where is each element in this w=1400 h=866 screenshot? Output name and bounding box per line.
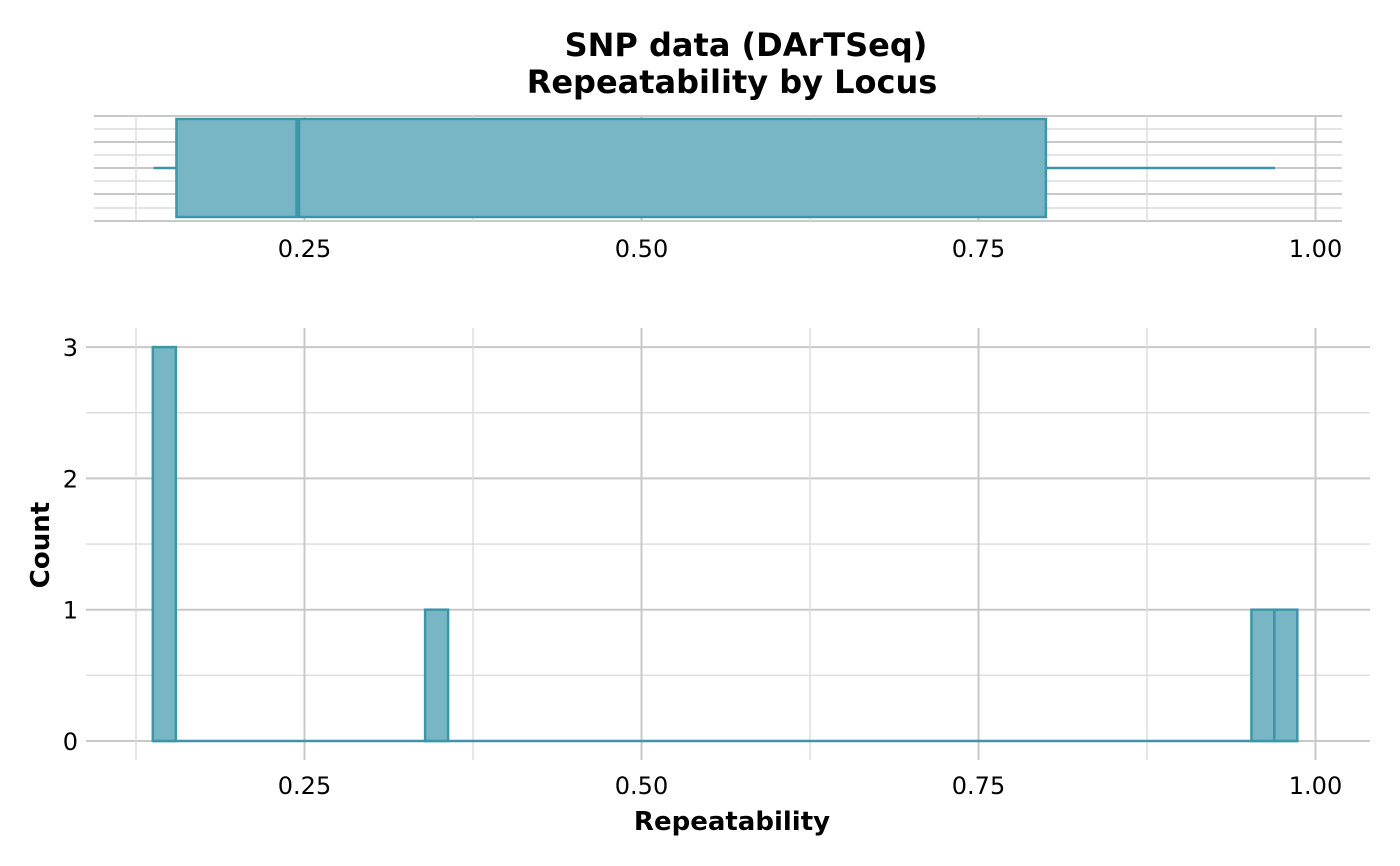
hist-bar (1273, 608, 1299, 743)
histogram-x-tick-labels: 0.25 0.50 0.75 1.00 (278, 772, 1342, 800)
chart-title-line1: SNP data (DArTSeq) (565, 26, 928, 64)
hist-bar (423, 608, 450, 743)
chart-title-line2: Repeatability by Locus (527, 63, 938, 101)
boxplot-x-tick-labels: 0.25 0.50 0.75 1.00 (278, 235, 1342, 263)
box-x-tick-label: 0.25 (278, 235, 331, 263)
hist-x-tick-label: 0.25 (278, 772, 331, 800)
hist-y-tick-label: 3 (63, 334, 78, 362)
box-x-tick-label: 0.50 (615, 235, 668, 263)
box-x-tick-label: 0.75 (952, 235, 1005, 263)
hist-x-tick-label: 0.50 (615, 772, 668, 800)
hist-bar (1250, 608, 1276, 743)
boxplot-panel (94, 115, 1342, 222)
x-axis-title: Repeatability (634, 807, 830, 837)
hist-x-tick-label: 0.75 (952, 772, 1005, 800)
hist-bar (151, 345, 178, 743)
box-iqr (175, 117, 1048, 219)
box-x-tick-label: 1.00 (1289, 235, 1342, 263)
hist-y-tick-label: 1 (63, 597, 78, 625)
hist-y-tick-label: 0 (63, 728, 78, 756)
hist-x-tick-label: 1.00 (1289, 772, 1342, 800)
hist-y-tick-label: 2 (63, 465, 78, 493)
histogram-panel (86, 328, 1370, 760)
y-axis-title: Count (26, 502, 56, 588)
histogram-y-tick-labels: 0 1 2 3 (63, 334, 78, 756)
